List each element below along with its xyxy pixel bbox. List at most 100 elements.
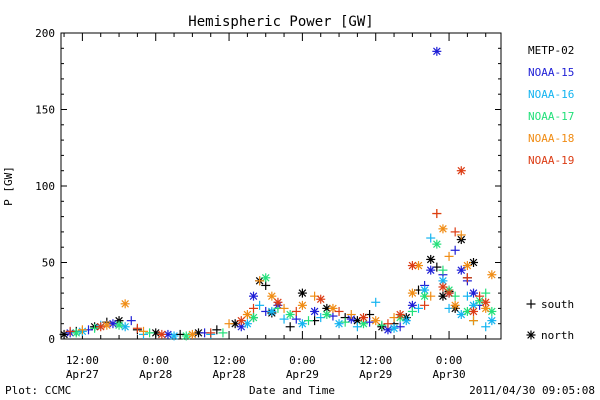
legend: METP-02 NOAA-15 NOAA-16 NOAA-17 NOAA-18 NOAA-… (526, 44, 574, 342)
x-tick-label-date-1: Apr28 (139, 368, 172, 381)
noaa-16-point-25 (481, 322, 491, 332)
y-tick-label-1: 50 (42, 257, 55, 270)
legend-entry-noaa-19: NOAA-19 (528, 154, 574, 167)
plot-frame (60, 32, 502, 340)
marker-stroke (371, 316, 380, 325)
marker-stroke (158, 330, 166, 339)
marker-stroke (121, 300, 129, 308)
noaa-16-point-23 (462, 291, 472, 301)
noaa-19-point-14 (407, 261, 417, 271)
marker-stroke (475, 296, 484, 305)
marker-stroke (323, 304, 331, 313)
noaa-19-point-11 (359, 313, 368, 323)
legend-entry-noaa-16: NOAA-16 (528, 88, 574, 101)
noaa-17-point-7 (261, 273, 271, 283)
noaa-17-point-2 (114, 320, 124, 330)
marker-stroke (488, 316, 496, 325)
noaa-19-point-12 (383, 319, 393, 329)
x-tick-label-time-5: 0:00 (436, 354, 463, 367)
noaa-18-point-14 (371, 316, 381, 326)
marker-stroke (170, 332, 178, 340)
marker-stroke (316, 295, 325, 304)
noaa-16-point-22 (456, 310, 466, 320)
marker-stroke (347, 315, 356, 323)
noaa-19-point-19 (450, 227, 460, 237)
noaa-19-point-4 (206, 328, 216, 338)
legend-marker-north (526, 330, 536, 340)
noaa-17-point-12 (340, 317, 350, 327)
noaa-16-point-10 (297, 319, 307, 329)
y-tick-label-0: 0 (48, 333, 55, 346)
marker-stroke (298, 289, 307, 297)
noaa-18-point-27 (487, 270, 497, 280)
noaa-17-point-17 (420, 291, 430, 301)
marker-stroke (243, 319, 252, 328)
noaa-17-point-11 (322, 310, 332, 320)
noaa-17-point-16 (407, 306, 417, 316)
noaa-15-point-2 (108, 319, 118, 329)
noaa-19-point-13 (395, 310, 405, 320)
marker-stroke (237, 322, 246, 331)
noaa-16-point-2 (120, 322, 130, 332)
x-tick-label-date-3: Apr29 (286, 368, 319, 381)
x-tick-label-date-0: Apr27 (66, 368, 99, 381)
noaa-19-point-10 (334, 306, 344, 316)
marker-stroke (420, 286, 429, 294)
noaa-19-point-2 (132, 323, 142, 333)
metp-02-point-15 (285, 322, 295, 332)
marker-stroke (243, 310, 252, 319)
marker-stroke (527, 331, 535, 339)
noaa-19-point-3 (157, 329, 167, 339)
marker-stroke (249, 292, 258, 300)
marker-stroke (463, 307, 472, 316)
noaa-15-point-20 (432, 46, 442, 56)
noaa-19-point-22 (469, 306, 478, 316)
x-tick-label-time-1: 0:00 (142, 354, 169, 367)
marker-stroke (249, 313, 258, 322)
marker-stroke (103, 321, 111, 330)
marker-stroke (457, 166, 466, 175)
metp-02-point-9 (212, 325, 222, 335)
legend-entry-metp-02: METP-02 (528, 44, 574, 57)
marker-stroke (488, 270, 496, 279)
noaa-17-point-1 (90, 323, 100, 333)
noaa-16-point-6 (242, 319, 252, 329)
noaa-15-point-16 (395, 322, 405, 332)
marker-stroke (237, 316, 246, 325)
noaa-17-point-3 (145, 328, 155, 338)
noaa-18-point-8 (267, 291, 277, 301)
marker-stroke (439, 283, 447, 291)
marker-stroke (359, 319, 368, 328)
noaa-19-point-1 (96, 322, 106, 332)
x-axis-label: Date and Time (249, 384, 335, 397)
marker-stroke (469, 307, 478, 316)
noaa-18-point-24 (462, 261, 472, 271)
marker-stroke (439, 225, 447, 233)
noaa-17-point-5 (218, 328, 228, 338)
legend-label-north: north (541, 329, 574, 342)
marker-stroke (359, 313, 368, 322)
noaa-17-point-14 (377, 320, 387, 330)
noaa-17-point-10 (304, 316, 313, 326)
marker-stroke (420, 292, 429, 300)
noaa-18-point-18 (426, 291, 436, 301)
marker-stroke (268, 307, 276, 316)
legend-entry-noaa-15: NOAA-15 (528, 66, 574, 79)
noaa-17-point-26 (487, 306, 497, 316)
metp-02-point-13 (261, 280, 271, 290)
noaa-16-point-12 (334, 319, 344, 329)
marker-stroke (182, 332, 191, 340)
noaa-17-point-13 (359, 319, 368, 329)
noaa-18-point-13 (346, 310, 356, 320)
x-tick-label-time-4: 12:00 (359, 354, 392, 367)
plot-timestamp: 2011/04/30 09:05:08 (469, 384, 595, 397)
noaa-19-point-5 (236, 316, 246, 326)
noaa-18-point-5 (224, 319, 234, 329)
noaa-15-point-24 (456, 265, 466, 275)
metp-02-point-7 (175, 329, 185, 339)
marker-stroke (445, 289, 453, 297)
marker-stroke (439, 292, 447, 300)
noaa-16-point-4 (169, 331, 179, 341)
noaa-17-point-9 (285, 310, 295, 320)
noaa-15-point-23 (450, 245, 460, 255)
